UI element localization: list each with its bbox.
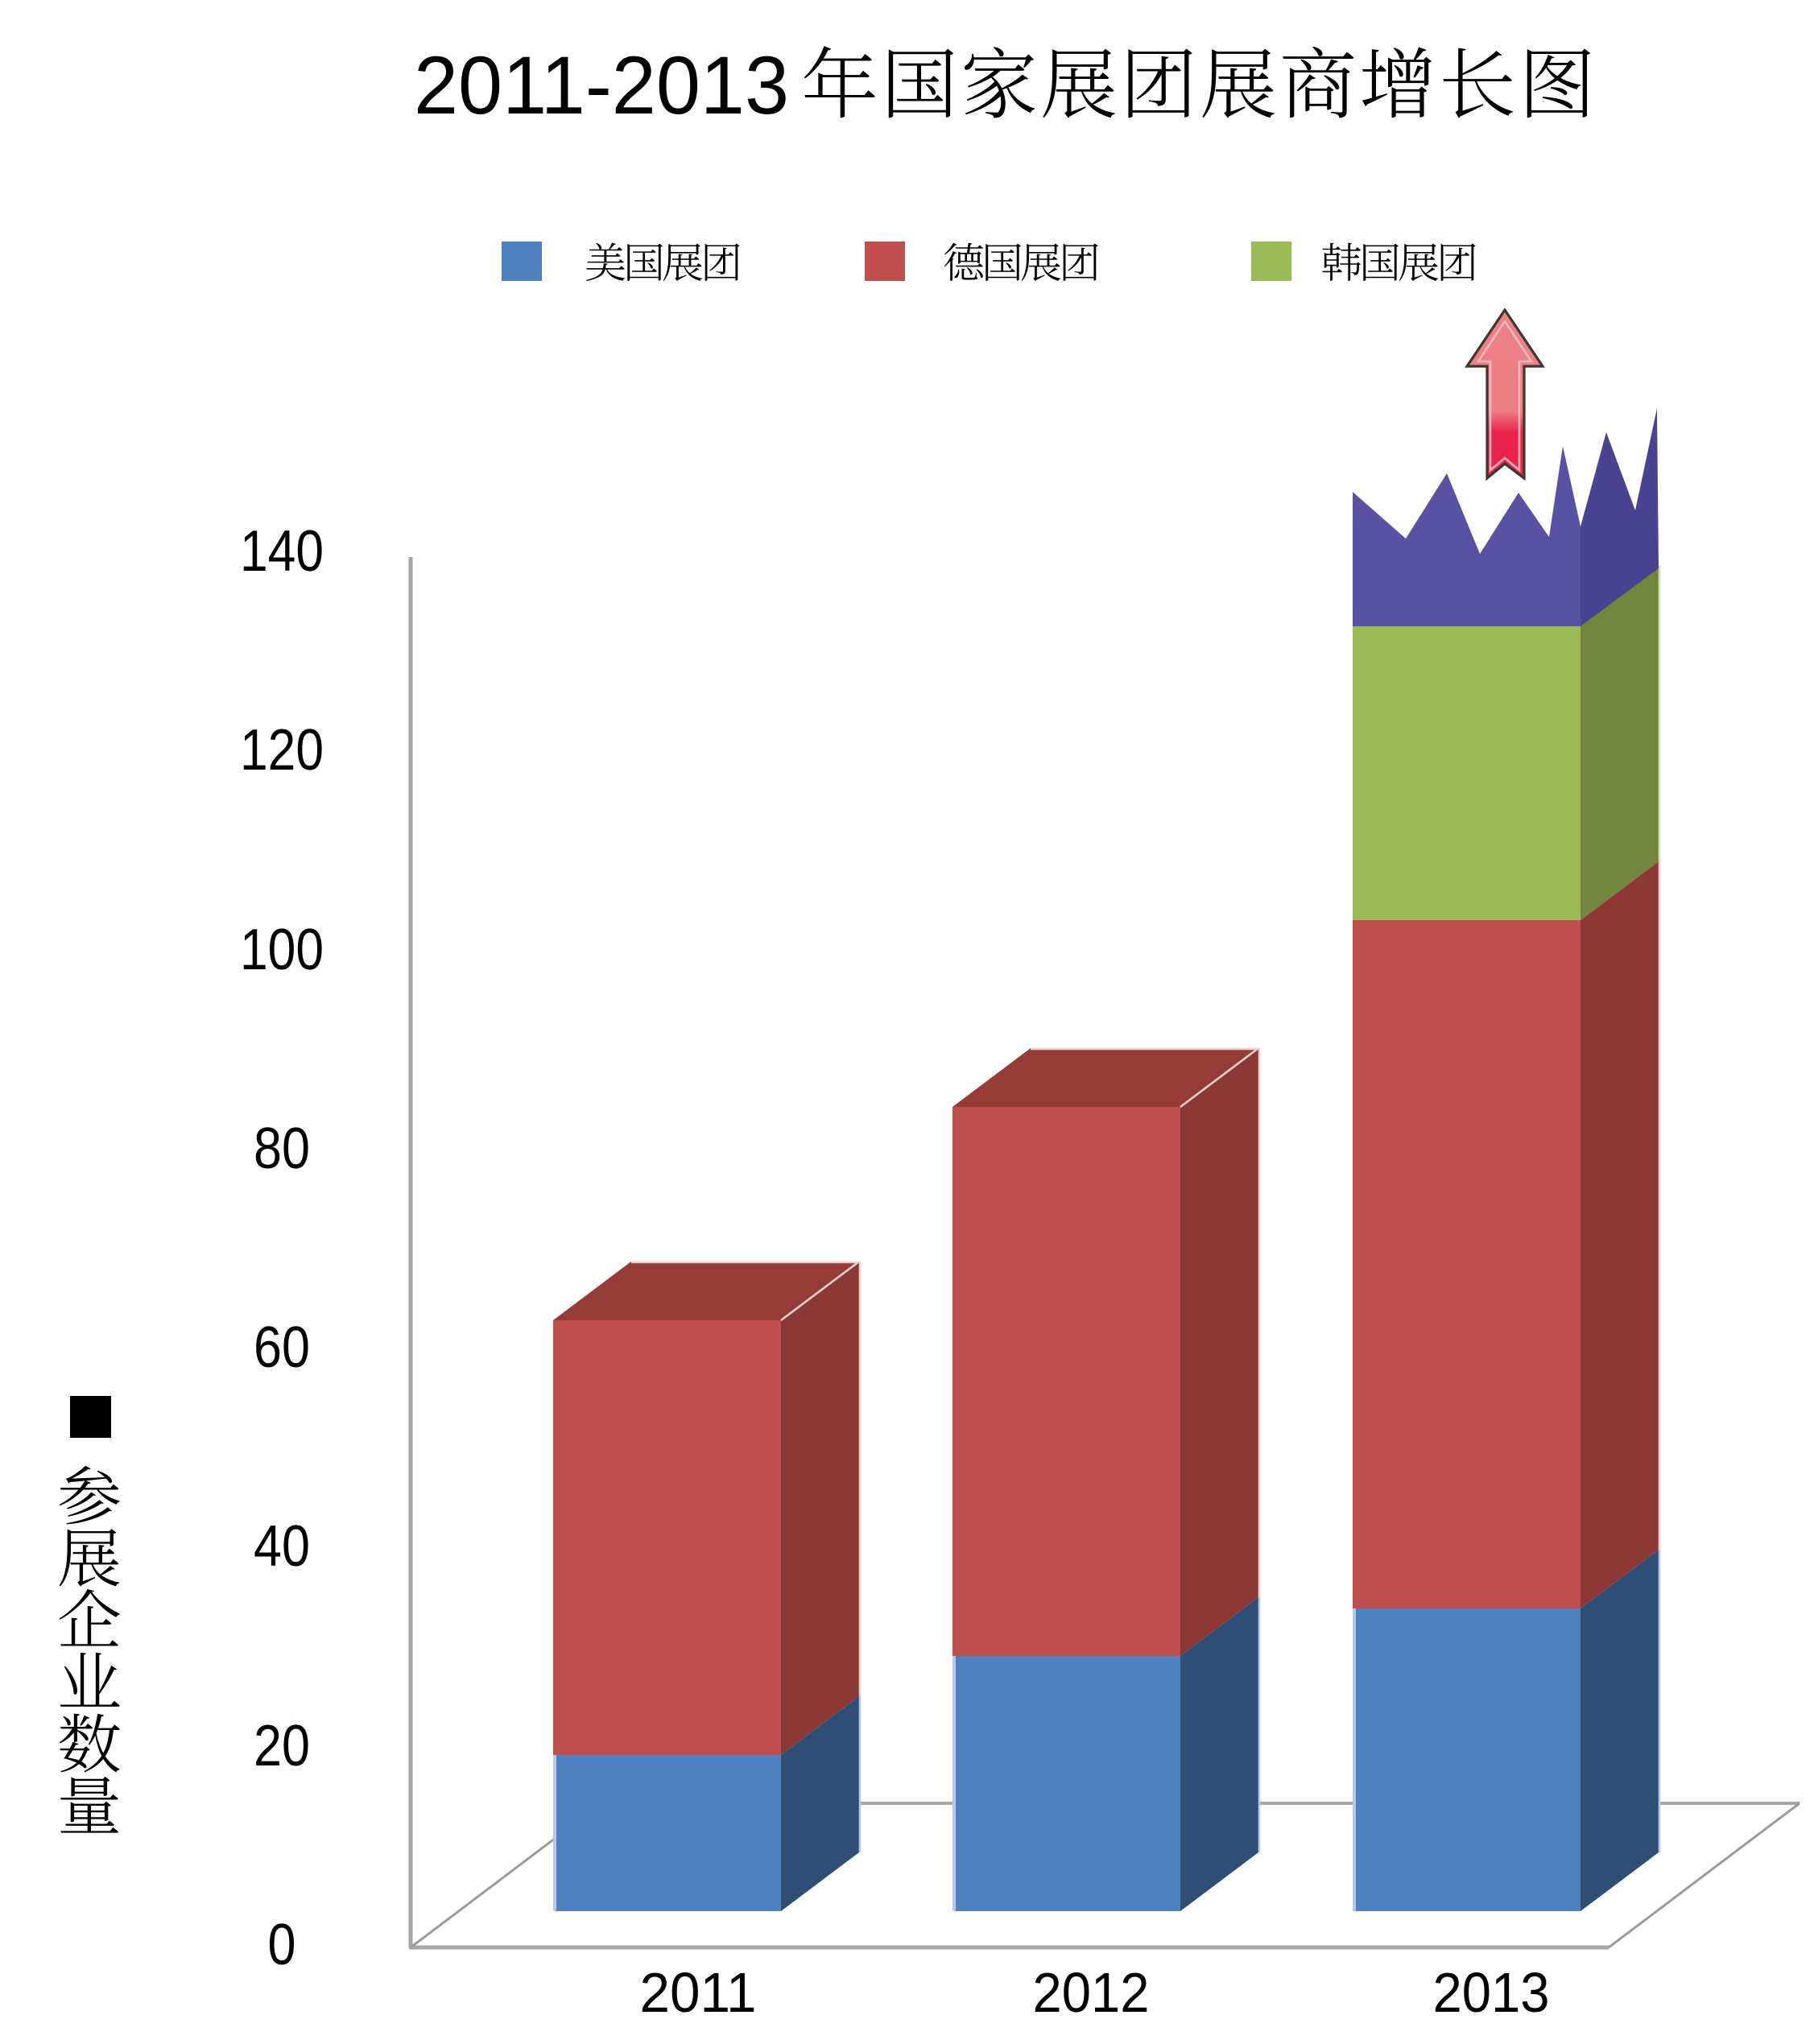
svg-text:40: 40: [254, 1514, 310, 1579]
svg-text:60: 60: [254, 1315, 310, 1380]
svg-text:2013: 2013: [1433, 1961, 1550, 2024]
svg-text:120: 120: [240, 718, 324, 783]
svg-text:2011: 2011: [640, 1961, 757, 2024]
svg-text:140: 140: [240, 519, 324, 584]
svg-text:2011-2013: 2011-2013: [414, 39, 789, 131]
svg-text:0: 0: [268, 1913, 296, 1977]
svg-text:2012: 2012: [1033, 1961, 1150, 2024]
svg-text:20: 20: [254, 1714, 310, 1778]
svg-text:80: 80: [254, 1117, 310, 1181]
svg-text:100: 100: [240, 918, 324, 982]
